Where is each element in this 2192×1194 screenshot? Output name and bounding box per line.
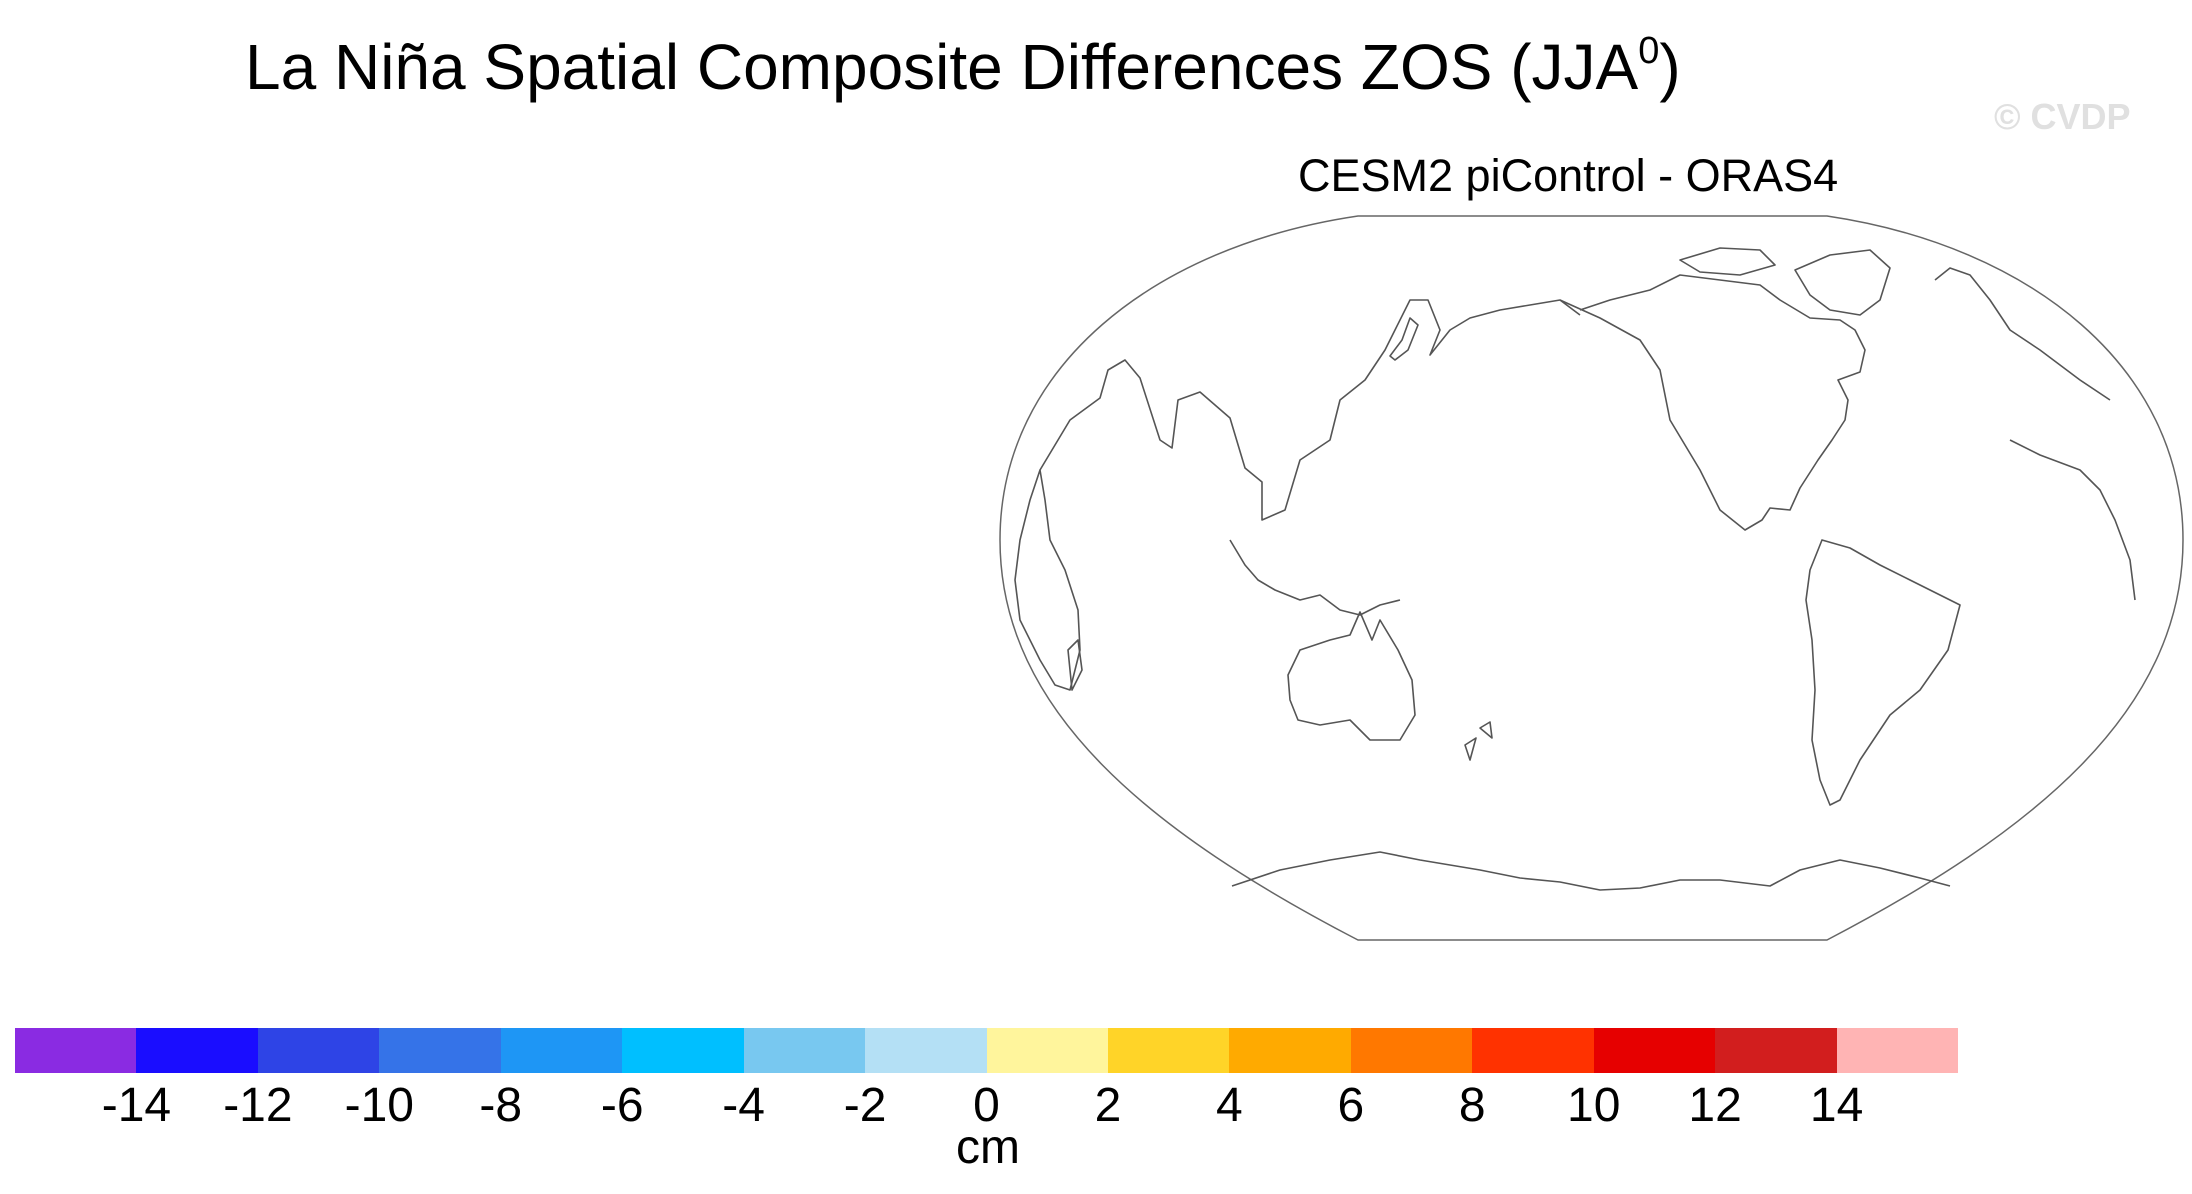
map-frame [999,215,2184,941]
colorbar-tick-label: -2 [843,1079,887,1132]
colorbar-swatch [257,1028,380,1073]
colorbar-swatch [865,1028,987,1073]
japan-coast [1389,317,1419,361]
map-outline [999,215,2184,941]
colorbar-tick-label: 10 [1566,1079,1621,1132]
asia-coast [1039,299,1581,521]
colorbar-swatch [1107,1028,1230,1073]
colorbar-swatch [136,1028,258,1073]
title-close: ) [1659,31,1681,103]
cvdp-watermark: © CVDP [1994,96,2131,137]
southeast-asia-coast [1229,539,1401,616]
colorbar-swatch [622,1028,744,1073]
colorbar-tick-label: 0 [973,1079,1000,1132]
antarctica-coast [1231,851,1951,891]
title-text: La Niña Spatial Composite Differences ZO… [245,31,1639,103]
title-superscript: 0 [1638,30,1660,72]
colorbar [15,1028,1958,1073]
australia-coast [1287,611,1416,741]
colorbar-swatch [1472,1028,1594,1073]
south-america-coast [1805,539,1961,806]
figure-title: La Niña Spatial Composite Differences ZO… [245,30,1681,104]
europe-coast [1934,267,2111,401]
colorbar-swatch [379,1028,501,1073]
colorbar-swatch [15,1028,137,1073]
colorbar-swatch [743,1028,866,1073]
colorbar-tick-label: -14 [101,1079,172,1132]
colorbar-tick-label: 2 [1094,1079,1122,1132]
colorbar-swatch [1350,1028,1473,1073]
colorbar-swatch [986,1028,1108,1073]
africa-east-coast [2009,439,2136,601]
madagascar-coast [1067,639,1083,691]
colorbar-tick-label: 14 [1809,1079,1864,1132]
colorbar-tick-label: -8 [479,1079,523,1132]
colorbar-tick-label: 12 [1688,1079,1742,1132]
greenland-coast [1794,249,1891,316]
colorbar-units: cm [956,1121,1020,1174]
africa-coast [1014,469,1081,691]
new-zealand-coast [1464,721,1493,761]
colorbar-tick-label: 4 [1216,1079,1243,1132]
panel-label: CESM2 piControl - ORAS4 [1298,150,1839,201]
colorbar-tick-label: 6 [1337,1079,1365,1132]
colorbar-tick-label: -4 [722,1079,765,1132]
north-america-coast [1559,274,1866,531]
colorbar-swatch [1229,1028,1351,1073]
arctic-islands-coast [1679,247,1776,276]
colorbar-swatch [500,1028,623,1073]
colorbar-tick-label: 8 [1458,1079,1486,1132]
colorbar-swatch [1593,1028,1716,1073]
colorbar-tick-label: -12 [223,1079,293,1132]
colorbar-swatch [1836,1028,1958,1073]
colorbar-tick-label: -6 [600,1079,644,1132]
colorbar-swatch [1715,1028,1837,1073]
coastlines [1014,247,2136,891]
colorbar-tick-label: -10 [344,1079,414,1132]
